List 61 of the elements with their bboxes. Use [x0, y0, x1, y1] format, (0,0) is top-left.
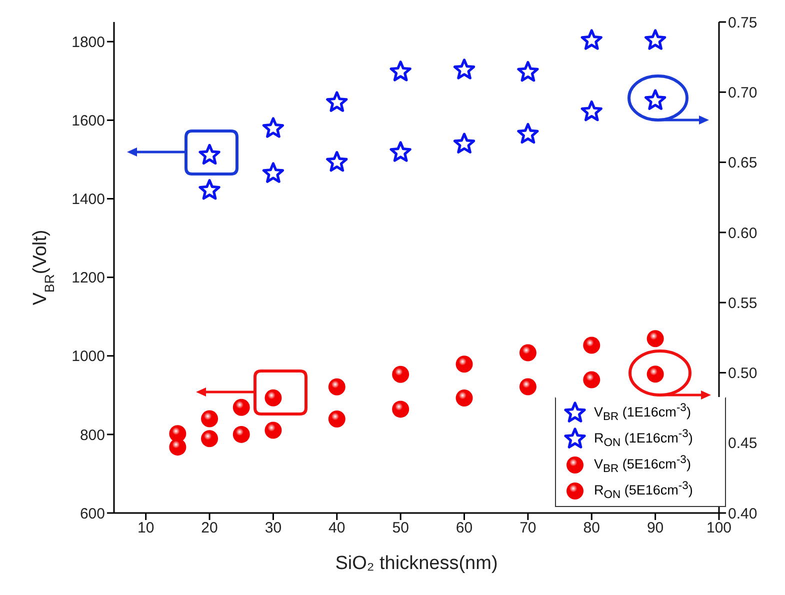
x-tick-label: 80: [583, 520, 600, 537]
point: [580, 100, 602, 122]
point: [328, 378, 346, 396]
point: [580, 29, 602, 50]
point: [519, 378, 536, 396]
x-tick-label: 30: [264, 520, 282, 537]
y2-tick-label: 0.40: [728, 505, 758, 522]
point: [453, 132, 476, 154]
point: [232, 426, 250, 443]
y2-tick-label: 0.70: [728, 84, 758, 102]
x-tick-label: 60: [456, 520, 473, 537]
point: [328, 410, 346, 428]
point: [390, 141, 412, 162]
y2-tick-label: 0.45: [728, 435, 758, 452]
y-tick-label: 1600: [72, 112, 105, 130]
point: [201, 410, 218, 428]
y-tick-label: 1800: [72, 34, 105, 51]
point: [517, 122, 539, 144]
point: [519, 344, 536, 362]
point: [646, 330, 664, 348]
point: [264, 422, 282, 439]
point: [453, 58, 476, 80]
point: [390, 60, 412, 82]
legend-label: R$_{ON}$ (5E16cm$^{-3}$): [594, 480, 693, 502]
point: [198, 179, 220, 200]
point: [644, 29, 666, 50]
point: [517, 60, 539, 82]
point: [169, 438, 186, 456]
y2-tick-label: 0.60: [728, 224, 758, 242]
y2-tick-label: 0.55: [728, 294, 758, 312]
x-tick-label: 50: [392, 520, 409, 537]
y2-tick-label: 0.75: [728, 14, 758, 32]
x-tick-label: 90: [646, 520, 664, 537]
point: [201, 430, 218, 448]
point: [583, 371, 600, 388]
y2-tick-label: 0.65: [728, 154, 758, 172]
point: [583, 336, 600, 354]
y-tick-label: 1000: [72, 348, 105, 366]
y-tick-label: 800: [80, 426, 105, 444]
legend-label: V$_{BR}$ (5E16cm$^{-3}$): [594, 454, 691, 476]
x-tick-label: 10: [138, 520, 154, 537]
point: [262, 162, 284, 183]
y2-tick-label: 0.50: [728, 365, 758, 382]
point: [326, 91, 348, 112]
x-tick-label: 100: [706, 520, 732, 537]
point: [232, 398, 250, 416]
point: [262, 117, 284, 138]
x-axis-title: SiO₂ thickness(nm): [335, 553, 498, 574]
point: [456, 389, 473, 406]
x-tick-label: 20: [201, 520, 218, 537]
x-tick-label: 70: [520, 520, 536, 537]
point: [392, 366, 410, 383]
point: [326, 150, 348, 172]
y-tick-label: 1200: [72, 270, 105, 287]
x-tick-label: 40: [328, 520, 346, 537]
y-tick-label: 1400: [72, 191, 105, 208]
legend-label: R$_{ON}$ (1E16cm$^{-3}$): [594, 428, 693, 450]
y-tick-label: 600: [80, 505, 105, 522]
point: [392, 400, 410, 418]
legend-label: V$_{BR}$ (1E16cm$^{-3}$): [594, 402, 691, 424]
point: [456, 356, 473, 373]
